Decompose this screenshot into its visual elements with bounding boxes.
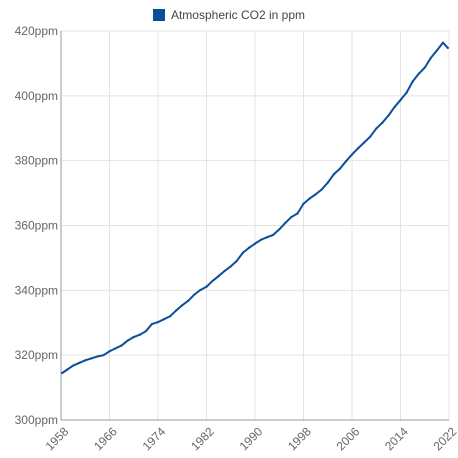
data-point[interactable]	[84, 359, 87, 362]
x-tick-label: 2014	[382, 424, 411, 453]
data-point[interactable]	[381, 121, 384, 124]
data-point[interactable]	[229, 265, 232, 268]
data-point[interactable]	[266, 236, 269, 239]
data-point[interactable]	[332, 173, 335, 176]
data-point[interactable]	[363, 141, 366, 144]
data-point[interactable]	[253, 242, 257, 245]
data-point[interactable]	[405, 91, 408, 94]
x-tick-label: 2022	[431, 424, 458, 453]
data-point[interactable]	[259, 238, 263, 241]
x-tick-label: 2006	[334, 424, 363, 453]
data-point[interactable]	[369, 135, 372, 138]
data-point[interactable]	[284, 221, 287, 225]
grid	[60, 30, 450, 421]
x-tick-label: 1966	[91, 424, 120, 453]
data-point[interactable]	[72, 364, 75, 367]
data-point[interactable]	[411, 80, 414, 83]
x-tick-labels: 1958 1966 1974 1982 1990 1998 2006 2014 2022	[43, 424, 458, 453]
data-point[interactable]	[199, 288, 202, 292]
data-point[interactable]	[181, 304, 184, 307]
x-tick-label: 1958	[43, 424, 72, 453]
y-tick-label: 400ppm	[15, 89, 58, 103]
data-point[interactable]	[296, 212, 299, 215]
data-point[interactable]	[344, 160, 348, 163]
data-point[interactable]	[96, 355, 99, 358]
data-point[interactable]	[241, 251, 244, 254]
data-point[interactable]	[169, 315, 172, 318]
data-point[interactable]	[65, 368, 69, 371]
data-point[interactable]	[338, 167, 341, 170]
data-point[interactable]	[441, 41, 445, 44]
data-point[interactable]	[446, 46, 449, 49]
data-point[interactable]	[387, 114, 390, 117]
data-point[interactable]	[308, 197, 311, 200]
data-point[interactable]	[102, 354, 105, 357]
data-point[interactable]	[162, 318, 166, 321]
data-point[interactable]	[350, 153, 354, 156]
data-point[interactable]	[217, 274, 220, 278]
data-point[interactable]	[290, 215, 293, 219]
legend-label: Atmospheric CO2 in ppm	[170, 8, 306, 22]
data-point[interactable]	[375, 127, 378, 130]
data-point[interactable]	[150, 322, 154, 326]
data-point[interactable]	[235, 259, 238, 262]
data-point[interactable]	[356, 147, 360, 150]
x-tick-label: 1990	[237, 424, 266, 453]
data-point[interactable]	[120, 344, 123, 347]
legend[interactable]: Atmospheric CO2 in ppm	[0, 8, 458, 22]
data-point[interactable]	[435, 49, 438, 52]
data-point[interactable]	[90, 357, 93, 360]
data-point[interactable]	[108, 350, 111, 353]
x-tick-label: 1982	[188, 424, 217, 453]
axes	[60, 31, 449, 421]
data-point[interactable]	[314, 193, 317, 196]
data-point[interactable]	[399, 98, 402, 102]
data-point[interactable]	[247, 246, 251, 249]
y-tick-label: 380ppm	[15, 154, 58, 168]
data-point[interactable]	[193, 293, 196, 296]
data-point[interactable]	[132, 335, 135, 339]
data-point[interactable]	[302, 202, 305, 205]
data-point[interactable]	[223, 269, 226, 272]
data-point[interactable]	[423, 66, 426, 69]
legend-swatch	[152, 9, 165, 21]
data-point[interactable]	[61, 371, 64, 375]
data-point[interactable]	[326, 181, 329, 184]
data-point[interactable]	[126, 339, 129, 342]
x-tick-label: 1974	[140, 424, 169, 453]
series	[61, 41, 449, 375]
data-point[interactable]	[205, 285, 208, 288]
data-point[interactable]	[320, 188, 323, 191]
y-tick-label: 320ppm	[15, 348, 58, 362]
data-point[interactable]	[156, 321, 160, 324]
data-point[interactable]	[211, 279, 214, 283]
y-tick-label: 300ppm	[15, 413, 58, 427]
data-point[interactable]	[78, 361, 81, 365]
data-point[interactable]	[175, 309, 178, 312]
data-point[interactable]	[138, 333, 141, 336]
data-point[interactable]	[272, 233, 275, 237]
y-tick-label: 420ppm	[15, 24, 58, 38]
y-tick-labels: 300ppm 320ppm 340ppm 360ppm 380ppm 400ppm 420p…	[15, 24, 58, 427]
y-tick-label: 360ppm	[15, 219, 58, 233]
y-tick-label: 340ppm	[15, 283, 58, 297]
data-point[interactable]	[417, 72, 420, 75]
data-point[interactable]	[187, 299, 190, 302]
data-point[interactable]	[114, 347, 117, 350]
data-point[interactable]	[144, 330, 147, 333]
x-tick-label: 1998	[285, 424, 314, 453]
data-point[interactable]	[278, 228, 281, 231]
data-point[interactable]	[429, 56, 432, 60]
data-point[interactable]	[393, 106, 396, 109]
